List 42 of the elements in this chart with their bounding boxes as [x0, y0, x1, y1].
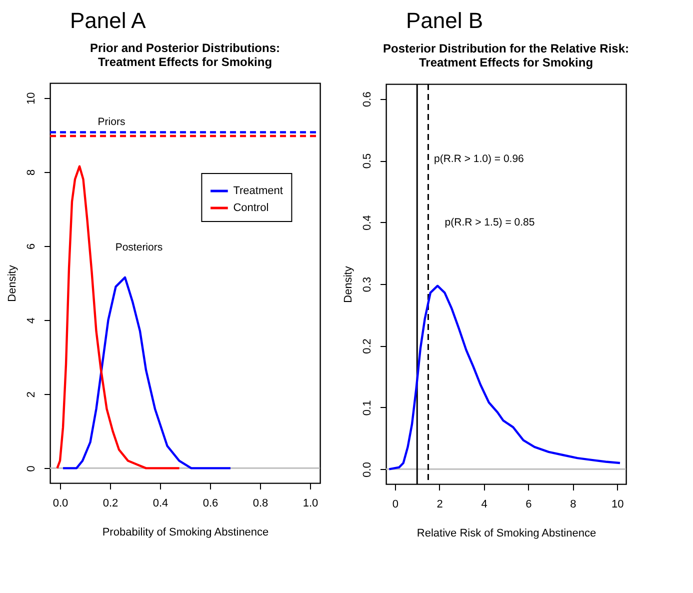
x-axis-title: Probability of Smoking Abstinence — [102, 526, 269, 538]
chart-title: Prior and Posterior Distributions: Treatment Effects for Smoking — [90, 41, 280, 69]
y-tick-label: 0.0 — [362, 462, 374, 478]
y-tick-label: 8 — [26, 169, 38, 176]
annotation: p(R.R > 1.5) = 0.85 — [444, 216, 535, 228]
x-axis-title: Relative Risk of Smoking Abstinence — [416, 528, 596, 540]
y-tick-label: 0.1 — [362, 400, 374, 416]
line-series — [388, 284, 622, 470]
x-tick-label: 4 — [481, 498, 488, 510]
x-tick-label: 0.4 — [152, 498, 168, 510]
x-tick-label: 2 — [436, 498, 443, 510]
y-tick-label: 0.4 — [362, 215, 374, 230]
legend-label: Treatment — [233, 185, 283, 197]
y-tick-label: 0 — [26, 466, 38, 472]
chart-title: Posterior Distribution for the Relative Risk: Treatment Effects for Smoking — [382, 41, 630, 70]
x-tick-label: 6 — [526, 498, 532, 510]
y-tick-label: 0.3 — [362, 276, 374, 292]
y-axis-title: Density — [6, 264, 18, 302]
x-tick-label: 1.0 — [302, 498, 318, 510]
annotation: p(R.R > 1.0) = 0.96 — [434, 153, 524, 166]
line-series — [56, 165, 180, 470]
y-axis-title: Density — [342, 266, 354, 303]
x-tick-label: 8 — [570, 498, 576, 510]
y-tick-label: 4 — [26, 317, 38, 324]
y-tick-label: 6 — [26, 243, 38, 250]
x-tick-label: 0.0 — [52, 498, 68, 510]
annotation: Priors — [98, 116, 126, 128]
line-series — [62, 276, 232, 470]
x-tick-label: 0.2 — [102, 498, 118, 510]
text: Panel A — [70, 8, 147, 35]
y-tick-label: 2 — [26, 392, 38, 398]
annotation: Posteriors — [115, 241, 163, 254]
x-tick-label: 0.6 — [202, 498, 218, 510]
x-tick-label: 0.8 — [252, 498, 268, 510]
legend-label: Control — [233, 202, 269, 214]
y-tick-label: 0.6 — [362, 92, 374, 107]
y-tick-label: 0.5 — [362, 153, 374, 169]
x-tick-label: 0 — [392, 498, 398, 510]
y-tick-label: 0.2 — [362, 338, 374, 354]
y-tick-label: 10 — [26, 92, 38, 104]
x-tick-label: 10 — [611, 498, 624, 510]
text: Panel B — [406, 8, 484, 35]
